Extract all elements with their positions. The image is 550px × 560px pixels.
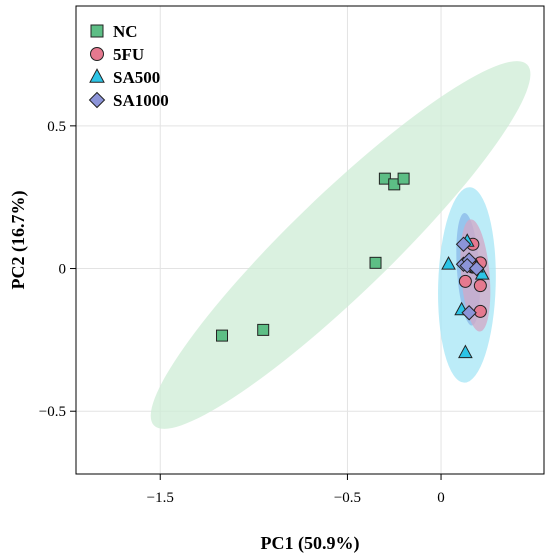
point-5fu bbox=[473, 304, 487, 318]
x-tick-label: 0 bbox=[437, 490, 445, 506]
point-sa1000 bbox=[461, 305, 477, 321]
legend-label-sa1000: SA1000 bbox=[113, 91, 169, 110]
x-axis-title: PC1 (50.9%) bbox=[261, 533, 360, 554]
point-nc bbox=[257, 323, 270, 336]
point-nc bbox=[216, 329, 229, 342]
point-nc bbox=[397, 172, 410, 185]
legend-label-nc: NC bbox=[113, 22, 138, 41]
point-sa500 bbox=[441, 256, 456, 270]
legend-label-5fu: 5FU bbox=[113, 45, 144, 64]
legend: NC 5FU SA500 SA1000 bbox=[88, 22, 169, 110]
confidence-ellipses bbox=[150, 61, 531, 429]
axis-ticks: −1.5 −0.5 0 −0.5 0 0.5 bbox=[39, 119, 445, 506]
legend-marker-5fu bbox=[90, 47, 104, 61]
legend-item-nc: NC bbox=[90, 22, 138, 41]
y-tick-label: 0 bbox=[59, 262, 67, 278]
legend-marker-sa500 bbox=[89, 68, 105, 83]
point-5fu bbox=[458, 274, 472, 288]
point-nc bbox=[369, 256, 382, 269]
ellipse-nc bbox=[150, 61, 531, 429]
data-points bbox=[216, 172, 490, 359]
y-axis-title: PC2 (16.7%) bbox=[8, 191, 29, 290]
legend-item-5fu: 5FU bbox=[90, 45, 144, 64]
legend-label-sa500: SA500 bbox=[113, 68, 160, 87]
point-sa500 bbox=[458, 344, 473, 359]
point-sa1000 bbox=[455, 236, 472, 252]
x-tick-label: −0.5 bbox=[334, 490, 361, 506]
legend-marker-sa1000 bbox=[88, 91, 106, 109]
point-5fu bbox=[473, 279, 487, 293]
legend-item-sa1000: SA1000 bbox=[88, 91, 169, 110]
y-tick-label: −0.5 bbox=[39, 404, 66, 420]
y-tick-label: 0.5 bbox=[47, 119, 66, 135]
legend-marker-nc bbox=[90, 24, 104, 38]
x-tick-label: −1.5 bbox=[147, 490, 174, 506]
point-sa1000 bbox=[468, 260, 485, 277]
plot-frame bbox=[75, 5, 545, 475]
legend-item-sa500: SA500 bbox=[89, 68, 160, 87]
